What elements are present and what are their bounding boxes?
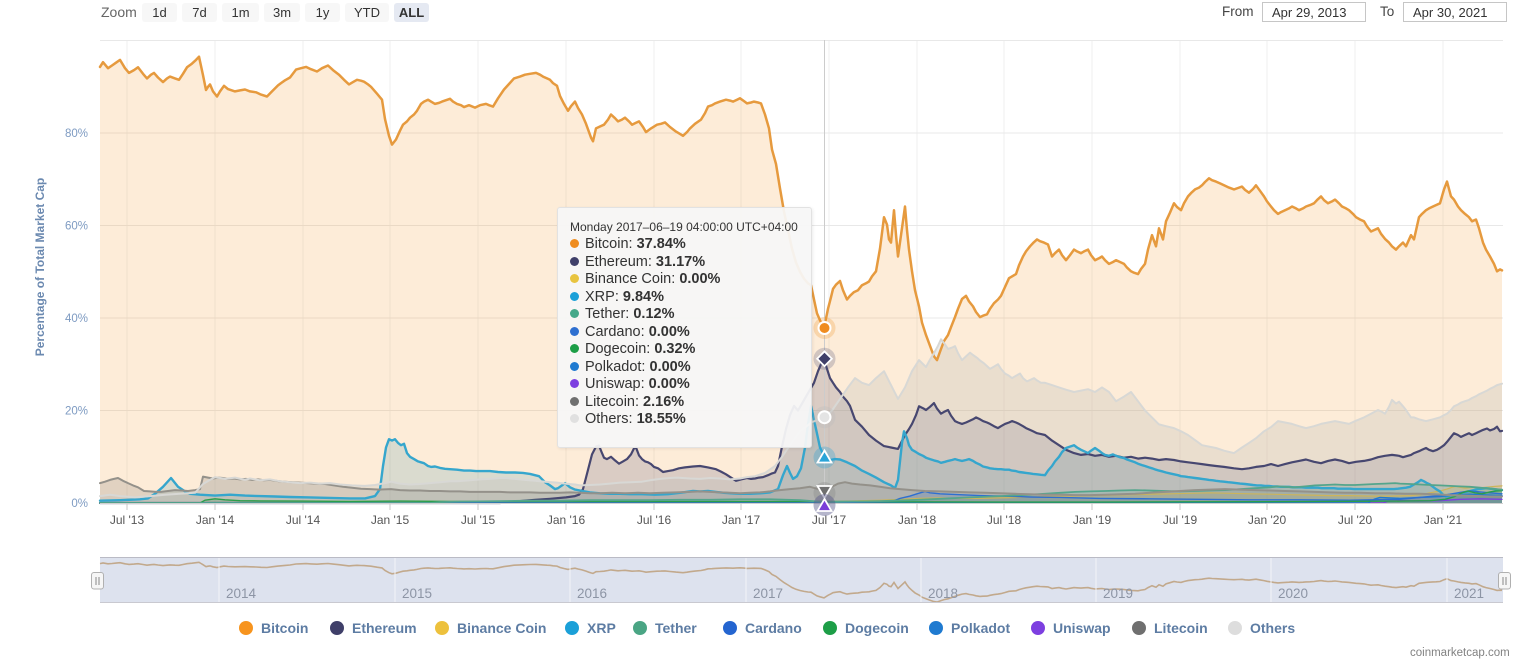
- svg-text:Jul '17: Jul '17: [812, 513, 847, 527]
- svg-text:Jul '19: Jul '19: [1163, 513, 1198, 527]
- svg-text:Jan '14: Jan '14: [196, 513, 235, 527]
- svg-text:60%: 60%: [65, 221, 88, 233]
- svg-text:2017: 2017: [753, 586, 783, 601]
- svg-text:2016: 2016: [577, 586, 607, 601]
- svg-text:2018: 2018: [928, 586, 958, 601]
- svg-text:Jan '15: Jan '15: [371, 513, 410, 527]
- svg-text:Percentage of Total Market Cap: Percentage of Total Market Cap: [33, 178, 47, 357]
- svg-text:2015: 2015: [402, 586, 432, 601]
- svg-text:Jul '16: Jul '16: [637, 513, 672, 527]
- svg-text:0%: 0%: [71, 498, 88, 510]
- svg-text:2019: 2019: [1103, 586, 1133, 601]
- svg-text:Jul '15: Jul '15: [461, 513, 496, 527]
- svg-text:2021: 2021: [1454, 586, 1484, 601]
- svg-text:Jan '20: Jan '20: [1248, 513, 1287, 527]
- svg-text:2014: 2014: [226, 586, 257, 601]
- svg-text:Jan '19: Jan '19: [1073, 513, 1112, 527]
- svg-text:Jul '18: Jul '18: [987, 513, 1022, 527]
- svg-text:Jan '18: Jan '18: [898, 513, 937, 527]
- svg-text:80%: 80%: [65, 128, 88, 140]
- svg-text:2020: 2020: [1278, 586, 1308, 601]
- svg-text:Jan '21: Jan '21: [1424, 513, 1463, 527]
- svg-text:Jul '13: Jul '13: [110, 513, 145, 527]
- svg-text:Jan '17: Jan '17: [722, 513, 761, 527]
- svg-text:Jan '16: Jan '16: [547, 513, 586, 527]
- svg-text:Jul '20: Jul '20: [1338, 513, 1373, 527]
- svg-text:40%: 40%: [65, 313, 88, 325]
- svg-text:20%: 20%: [65, 406, 88, 418]
- svg-text:Jul '14: Jul '14: [286, 513, 321, 527]
